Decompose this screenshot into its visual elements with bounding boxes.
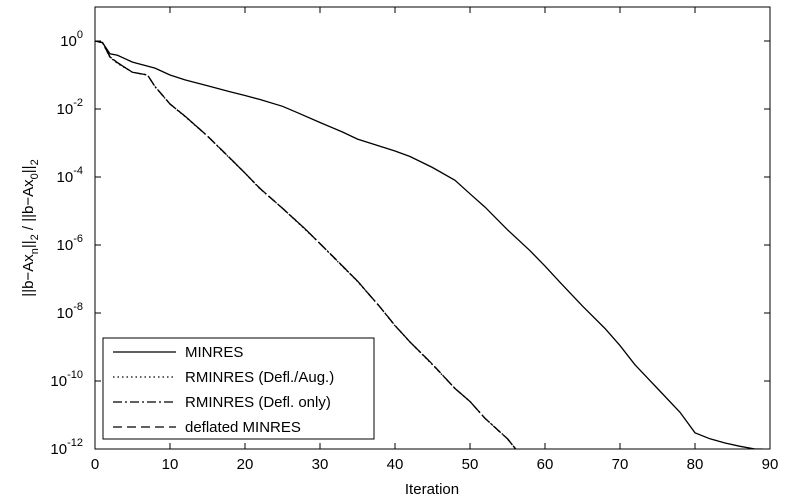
y-tick-exponent: 0	[77, 29, 83, 41]
x-tick-label: 30	[312, 456, 329, 473]
y-tick-exponent: -4	[73, 165, 83, 177]
x-tick-label: 70	[612, 456, 629, 473]
y-tick-exponent: -10	[67, 369, 83, 381]
y-tick-exponent: -2	[73, 97, 83, 109]
y-tick-base: 10	[57, 305, 74, 322]
y-tick-label: 10-4	[57, 165, 83, 186]
y-tick-base: 10	[57, 237, 74, 254]
y-tick-base: 10	[60, 33, 77, 50]
y-tick-label: 100	[60, 29, 83, 50]
x-tick-label: 0	[91, 456, 99, 473]
y-tick-base: 10	[57, 101, 74, 118]
y-tick-base: 10	[50, 373, 67, 390]
y-tick-exponent: -6	[73, 233, 83, 245]
y-tick-label: 10-8	[57, 301, 83, 322]
x-tick-label: 40	[387, 456, 404, 473]
y-tick-label: 10-10	[50, 369, 83, 390]
legend: MINRES RMINRES (Defl./Aug.) RMINRES (Defl.…	[102, 337, 375, 440]
series-line-1	[95, 40, 763, 449]
legend-label: MINRES	[185, 344, 243, 361]
legend-box	[102, 337, 375, 440]
series-line-4	[95, 40, 517, 449]
series-layer	[95, 40, 763, 449]
x-tick-label: 60	[537, 456, 554, 473]
y-tick-exponent: -12	[67, 437, 83, 449]
legend-label: RMINRES (Defl./Aug.)	[185, 369, 334, 386]
x-axis: 0 10 20 30 40 50 60 70 80 90	[91, 7, 779, 473]
legend-label: deflated MINRES	[185, 419, 301, 436]
y-tick-label: 10-6	[57, 233, 83, 254]
y-tick-base: 10	[57, 169, 74, 186]
y-tick-label: 10-2	[57, 97, 83, 118]
y-axis-title: ||b−Axn||2 / ||b−Ax0||2	[20, 159, 41, 296]
y-tick-exponent: -8	[73, 301, 83, 313]
y-tick-base: 10	[50, 441, 67, 458]
plot-frame	[94, 6, 771, 450]
x-tick-label: 20	[237, 456, 254, 473]
y-tick-label: 10-12	[50, 437, 83, 458]
legend-label: RMINRES (Defl. only)	[185, 394, 331, 411]
x-tick-label: 10	[162, 456, 179, 473]
x-axis-title: Iteration	[405, 481, 459, 497]
x-tick-label: 90	[762, 456, 779, 473]
svg-text:||b−Axn||2 / ||b−Ax0||2: ||b−Axn||2 / ||b−Ax0||2	[20, 159, 41, 296]
x-tick-label: 80	[687, 456, 704, 473]
x-tick-label: 50	[462, 456, 479, 473]
